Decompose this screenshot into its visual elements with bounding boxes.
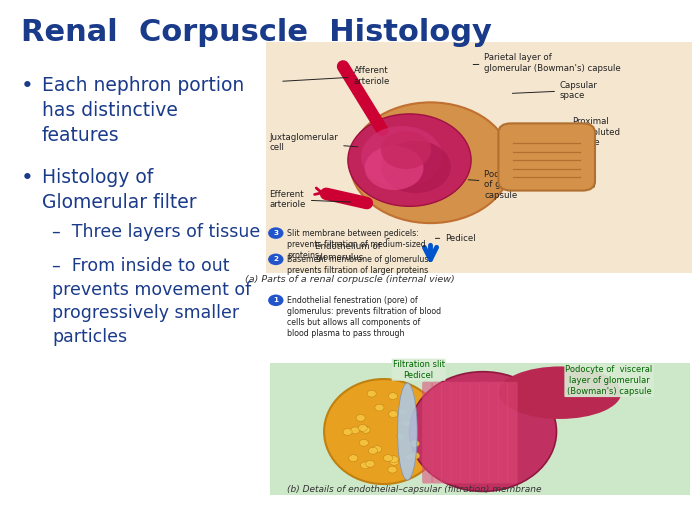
Text: –  From inside to out
prevents movement of
progressively smaller
particles: – From inside to out prevents movement o… xyxy=(52,257,252,346)
Circle shape xyxy=(389,393,398,400)
Text: 3: 3 xyxy=(273,230,279,236)
Text: Renal  Corpuscle  Histology: Renal Corpuscle Histology xyxy=(21,18,492,47)
Circle shape xyxy=(372,446,382,453)
Text: Endothelium of
glomerulus: Endothelium of glomerulus xyxy=(315,238,389,261)
Circle shape xyxy=(381,131,431,169)
Ellipse shape xyxy=(324,379,443,484)
Circle shape xyxy=(343,428,352,435)
Circle shape xyxy=(368,447,377,454)
FancyBboxPatch shape xyxy=(498,123,595,191)
Circle shape xyxy=(411,453,420,459)
Circle shape xyxy=(360,426,370,433)
Circle shape xyxy=(365,146,423,190)
Circle shape xyxy=(389,411,398,417)
Text: Slit membrane between pedicels:
prevents filtration of medium-sized
proteins: Slit membrane between pedicels: prevents… xyxy=(287,229,426,260)
FancyBboxPatch shape xyxy=(270,363,690,495)
Text: Podocyte of visceral layer
of glomerular (Bowman's)
capsule: Podocyte of visceral layer of glomerular… xyxy=(468,170,596,200)
Text: 2: 2 xyxy=(273,256,279,262)
Circle shape xyxy=(365,460,375,467)
FancyBboxPatch shape xyxy=(498,382,508,484)
Text: (a) Parts of a renal corpuscle (internal view): (a) Parts of a renal corpuscle (internal… xyxy=(245,275,455,284)
Text: Capsular
space: Capsular space xyxy=(512,81,598,100)
Text: Podocyte of  visceral
layer of glomerular
(Bowman's) capsule: Podocyte of visceral layer of glomerular… xyxy=(566,365,652,396)
FancyBboxPatch shape xyxy=(266,42,692,273)
Text: Each nephron portion
has distinctive
features: Each nephron portion has distinctive fea… xyxy=(42,76,244,145)
FancyBboxPatch shape xyxy=(431,382,442,484)
FancyBboxPatch shape xyxy=(507,382,517,484)
Text: Basement membrane of glomerulus:
prevents filtration of larger proteins: Basement membrane of glomerulus: prevent… xyxy=(287,255,431,275)
Circle shape xyxy=(268,295,284,306)
Text: Proximal
convoluted
tubule: Proximal convoluted tubule xyxy=(514,118,621,148)
Circle shape xyxy=(351,427,360,434)
Circle shape xyxy=(268,227,284,239)
Circle shape xyxy=(390,458,399,465)
FancyBboxPatch shape xyxy=(469,382,480,484)
Text: Efferent
arteriole: Efferent arteriole xyxy=(270,190,351,209)
Circle shape xyxy=(349,455,358,461)
FancyBboxPatch shape xyxy=(422,382,433,484)
Circle shape xyxy=(360,462,370,469)
Text: Filtration slit
Pedicel: Filtration slit Pedicel xyxy=(393,360,444,380)
Circle shape xyxy=(401,420,410,427)
Circle shape xyxy=(388,466,397,473)
Text: 1: 1 xyxy=(273,297,279,303)
Circle shape xyxy=(399,409,408,416)
Ellipse shape xyxy=(498,366,622,419)
Circle shape xyxy=(381,141,451,193)
FancyBboxPatch shape xyxy=(460,382,470,484)
Text: Histology of
Glomerular filter: Histology of Glomerular filter xyxy=(42,168,197,212)
Circle shape xyxy=(405,454,414,460)
FancyBboxPatch shape xyxy=(441,382,452,484)
Text: Endothelial fenestration (pore) of
glomerulus: prevents filtration of blood
cell: Endothelial fenestration (pore) of glome… xyxy=(287,296,441,339)
Text: Afferent
arteriole: Afferent arteriole xyxy=(283,67,390,86)
Ellipse shape xyxy=(398,383,417,480)
FancyBboxPatch shape xyxy=(479,382,489,484)
Circle shape xyxy=(348,114,471,206)
Circle shape xyxy=(384,455,393,461)
Circle shape xyxy=(361,426,370,433)
Circle shape xyxy=(350,102,511,223)
Circle shape xyxy=(389,456,398,463)
Circle shape xyxy=(359,439,368,446)
Text: –  Three layers of tissue: – Three layers of tissue xyxy=(52,223,260,241)
Text: Juxtaglomerular
cell: Juxtaglomerular cell xyxy=(270,133,358,152)
Circle shape xyxy=(397,433,406,440)
Text: •: • xyxy=(21,76,34,96)
Text: Parietal layer of
glomerular (Bowman's) capsule: Parietal layer of glomerular (Bowman's) … xyxy=(473,54,621,72)
Circle shape xyxy=(361,126,442,187)
FancyBboxPatch shape xyxy=(451,382,461,484)
Text: •: • xyxy=(21,168,34,188)
Circle shape xyxy=(268,254,284,265)
Text: (b) Details of endothelial–capsular (filtration) membrane: (b) Details of endothelial–capsular (fil… xyxy=(287,485,542,494)
Circle shape xyxy=(375,404,384,411)
Circle shape xyxy=(410,440,419,447)
Text: Pedicel: Pedicel xyxy=(435,234,476,243)
Ellipse shape xyxy=(410,372,556,491)
Circle shape xyxy=(356,414,365,421)
Circle shape xyxy=(367,390,376,397)
Circle shape xyxy=(358,425,368,432)
FancyBboxPatch shape xyxy=(489,382,498,484)
